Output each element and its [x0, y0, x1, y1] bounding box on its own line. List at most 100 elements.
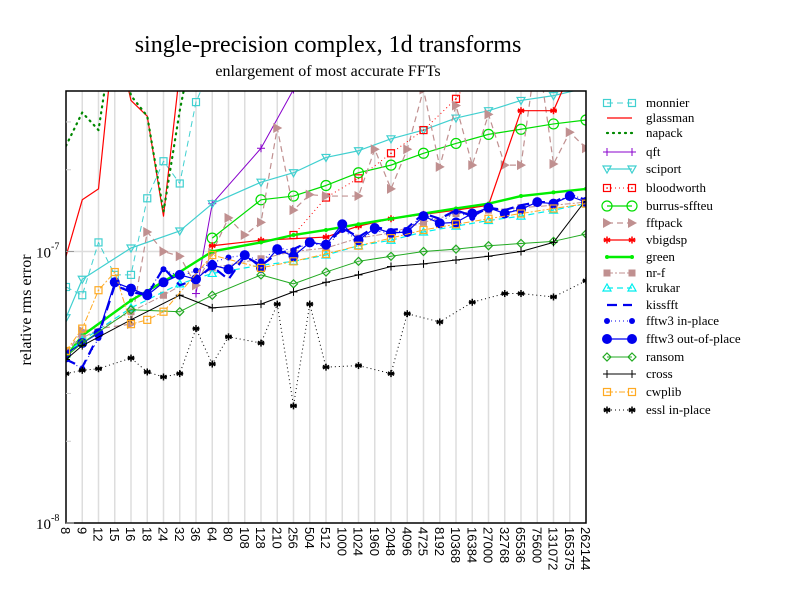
data-point	[533, 42, 542, 52]
data-point-dot	[520, 212, 522, 215]
legend-label: kissfft	[646, 297, 679, 312]
data-point	[628, 370, 636, 378]
data-point	[451, 244, 461, 254]
legend-entry: fftw3 in-place	[604, 313, 719, 328]
x-tick-label: 108	[237, 527, 252, 549]
data-point	[160, 291, 167, 299]
data-point	[239, 250, 250, 261]
x-tick-label: 16	[123, 527, 138, 541]
legend-label: monnier	[646, 95, 690, 110]
data-point	[192, 325, 200, 333]
data-point	[627, 387, 637, 397]
data-point	[324, 227, 328, 232]
data-point	[94, 286, 103, 295]
data-point	[289, 257, 298, 266]
legend-label: qft	[646, 144, 661, 159]
data-point	[66, 355, 70, 364]
data-point	[602, 387, 612, 397]
data-point	[256, 263, 266, 273]
legend-entry: burrus-sffteu	[601, 198, 713, 213]
data-point	[240, 230, 250, 241]
data-point-dot	[390, 152, 392, 155]
data-point-dot	[455, 223, 457, 226]
legend-label: cross	[646, 366, 673, 381]
data-point-dot	[553, 38, 555, 40]
data-point	[419, 125, 428, 135]
data-point	[288, 251, 299, 262]
data-point	[548, 198, 559, 209]
data-point	[223, 264, 234, 275]
data-point	[291, 233, 296, 238]
data-point	[66, 346, 71, 356]
x-tick-label: 504	[302, 527, 317, 549]
series-napack	[66, 91, 185, 213]
data-point	[159, 246, 169, 257]
x-tick-label: 1000	[334, 527, 349, 556]
data-point	[626, 282, 638, 292]
data-point	[551, 190, 556, 195]
chart-title: single-precision complex, 1d transforms	[135, 32, 522, 58]
data-point	[602, 334, 612, 344]
data-point	[337, 219, 348, 230]
data-point	[628, 269, 636, 277]
legend-entry: cross	[603, 366, 673, 381]
data-point	[273, 300, 281, 308]
data-point	[175, 179, 184, 188]
data-point	[256, 270, 266, 280]
data-point	[603, 236, 611, 244]
data-point	[628, 236, 636, 244]
data-point	[418, 226, 429, 236]
series-line	[66, 201, 586, 352]
data-point-dot	[552, 207, 555, 210]
data-point	[320, 153, 332, 163]
x-tick-label: 256	[286, 527, 301, 549]
x-tick-label: 75600	[529, 527, 544, 563]
legend-entry: kissfft	[607, 297, 679, 312]
data-point	[483, 240, 494, 251]
x-tick-label: 131072	[546, 527, 561, 570]
data-point	[143, 315, 152, 324]
data-point	[160, 266, 167, 273]
data-point	[207, 268, 218, 278]
data-point	[515, 210, 527, 220]
data-point	[322, 233, 330, 241]
data-point	[549, 158, 559, 169]
data-point	[604, 318, 610, 324]
data-point	[321, 267, 331, 277]
x-tick-label: 262144	[578, 527, 593, 570]
x-tick-label: 8192	[432, 527, 447, 556]
data-point	[564, 191, 575, 202]
data-point	[389, 216, 393, 221]
data-point	[225, 333, 232, 341]
data-point	[191, 274, 201, 285]
data-point	[78, 341, 87, 350]
data-point	[290, 402, 297, 410]
data-point	[582, 277, 586, 285]
legend-label: bloodworth	[646, 180, 706, 195]
data-point	[208, 360, 216, 368]
data-point	[208, 242, 216, 250]
legend-entry: fftw3 out-of-place	[602, 331, 741, 346]
data-point	[126, 320, 136, 329]
data-point	[110, 267, 119, 277]
y-axis-ticks: 10-710-8	[36, 121, 74, 533]
data-point	[208, 250, 217, 260]
data-point	[353, 147, 364, 156]
data-point	[257, 217, 266, 228]
x-tick-label: 18	[139, 527, 154, 541]
series-line	[211, 119, 586, 239]
y-tick-label: 10	[36, 517, 51, 533]
x-tick-label: 1960	[367, 527, 382, 556]
data-point	[467, 208, 478, 219]
data-point	[515, 123, 527, 135]
data-point	[320, 179, 332, 192]
x-tick-label: 24	[156, 527, 171, 541]
data-point	[435, 161, 445, 172]
data-point	[386, 149, 396, 158]
data-point	[257, 300, 265, 309]
data-point-dot	[146, 319, 149, 321]
data-point	[581, 229, 586, 239]
legend-entry: cwplib	[602, 384, 681, 399]
